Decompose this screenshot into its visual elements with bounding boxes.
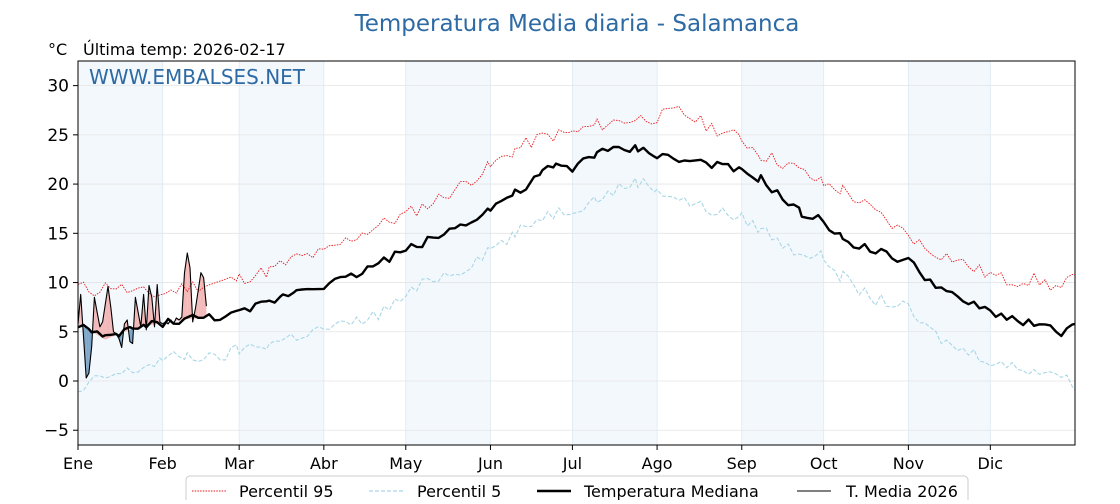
x-tick-label-sep: Sep (727, 454, 757, 473)
y-tick-label: 10 (47, 274, 69, 294)
x-tick-label-ago: Ago (642, 454, 673, 473)
legend-label: Percentil 5 (417, 482, 501, 500)
y-tick-label: 25 (47, 126, 69, 146)
y-tick-label: −5 (44, 421, 69, 441)
month-band-sep (742, 61, 824, 445)
y-tick-label: 5 (58, 323, 69, 343)
x-tick-label-may: May (389, 454, 422, 473)
y-tick-label: 0 (58, 372, 69, 392)
x-tick-label-nov: Nov (893, 454, 924, 473)
last-temp-label: Última temp: 2026-02-17 (83, 40, 286, 59)
x-tick-label-mar: Mar (224, 454, 255, 473)
watermark-text: WWW.EMBALSES.NET (89, 65, 306, 89)
x-tick-label-ene: Ene (63, 454, 93, 473)
legend-label: T. Media 2026 (845, 482, 958, 500)
month-band-ene (78, 61, 163, 445)
month-band-nov (908, 61, 990, 445)
legend: Percentil 95 Percentil 5 Temperatura Media… (186, 476, 968, 500)
anomaly-warm-fill (201, 273, 204, 318)
month-band-may (406, 61, 491, 445)
y-tick-label: 30 (47, 77, 69, 97)
x-tick-label-dic: Dic (978, 454, 1004, 473)
legend-label: Temperatura Mediana (583, 482, 759, 500)
chart-title: Temperatura Media diaria - Salamanca (354, 11, 800, 37)
plot-area: −5 0 5 10 15 20 25 30 Ene Feb Mar Abr May Jun Jul Ago Se… (44, 61, 1075, 473)
month-band-jul (572, 61, 657, 445)
x-tick-label-jul: Jul (562, 454, 582, 473)
y-tick-label: 20 (47, 175, 69, 195)
y-tick-label: 15 (47, 224, 69, 244)
legend-label: Percentil 95 (239, 482, 334, 500)
x-tick-label-jun: Jun (477, 454, 503, 473)
x-tick-label-feb: Feb (149, 454, 177, 473)
month-band-mar (239, 61, 324, 445)
anomaly-cold-fill (86, 329, 89, 378)
x-tick-label-abr: Abr (310, 454, 338, 473)
unit-label: °C (48, 40, 67, 59)
x-tick-label-oct: Oct (810, 454, 838, 473)
